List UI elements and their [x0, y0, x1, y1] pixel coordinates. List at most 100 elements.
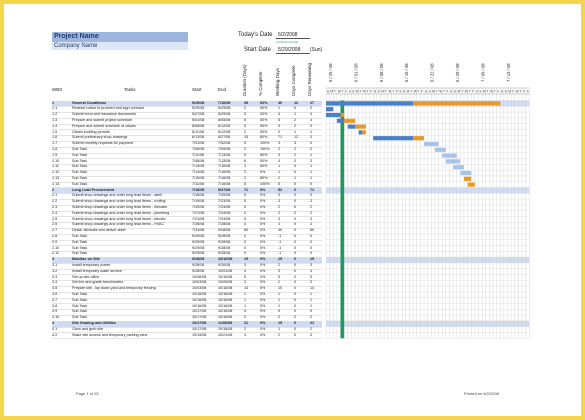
cell-wbs[interactable]: 3.5 — [52, 286, 58, 291]
cell-wbs[interactable]: 3.2 — [52, 268, 58, 273]
cell-end[interactable]: 6/05/08 — [218, 117, 231, 122]
cell-task[interactable]: Submit shop drawings and order long lead… — [72, 216, 166, 221]
task-row[interactable]: 2.7 Detail, fabricate and deliver steel 7/… — [52, 228, 322, 235]
cell-dc[interactable]: 0 — [294, 239, 297, 244]
cell-task[interactable]: Sub Task — [72, 233, 88, 238]
cell-wd[interactable]: -1 — [278, 245, 282, 250]
cell-dc[interactable]: 0 — [294, 181, 297, 186]
cell-start[interactable]: 7/15/08 — [192, 175, 205, 180]
cell-wd[interactable]: -1 — [278, 233, 282, 238]
cell-dur[interactable]: 3 — [244, 146, 247, 151]
cell-dr[interactable]: 2 — [310, 204, 313, 209]
cell-task[interactable]: Install temporary water service — [72, 268, 123, 273]
cell-dc[interactable]: 3 — [294, 158, 297, 163]
cell-dur[interactable]: 5 — [244, 204, 247, 209]
cell-dur[interactable]: 0 — [244, 309, 247, 314]
cell-wbs[interactable]: 3.6 — [52, 291, 58, 296]
cell-wbs[interactable]: 3.9 — [52, 309, 58, 314]
cell-task[interactable]: Sub Task — [72, 181, 88, 186]
cell-end[interactable]: 10/16/08 — [218, 286, 233, 291]
cell-wd[interactable]: 40 — [278, 228, 283, 233]
cell-end[interactable]: 5/29/08 — [218, 106, 231, 111]
cell-end[interactable]: 9/28/08 — [218, 239, 231, 244]
cell-wbs[interactable]: 2.4 — [52, 210, 58, 215]
cell-start[interactable]: 9/29/08 — [192, 239, 205, 244]
cell-wd[interactable]: 1 — [278, 326, 281, 331]
cell-wd[interactable]: 3 — [278, 268, 281, 273]
cell-dc[interactable]: 0 — [294, 309, 297, 314]
cell-dc[interactable]: 2 — [294, 152, 297, 157]
cell-start[interactable]: 9/28/08 — [192, 262, 205, 267]
task-row[interactable]: 1.11 Sub Task 7/14/08 7/16/08 3 60% 1 0 1 — [52, 164, 322, 171]
cell-task[interactable]: Stake site access and temporary parking … — [72, 332, 148, 337]
cell-wd[interactable]: 0 — [278, 309, 281, 314]
cell-dc[interactable]: 3 — [294, 141, 297, 146]
cell-wd[interactable]: 1 — [278, 164, 281, 169]
cell-start[interactable]: 6/08/08 — [192, 123, 205, 128]
task-group-row[interactable]: 1 General Conditions 5/29/08 7/16/08 35 60% 40… — [52, 100, 322, 108]
cell-dur[interactable]: 60 — [244, 228, 249, 233]
cell-dc[interactable]: 0 — [294, 193, 297, 198]
cell-pct[interactable]: 0% — [260, 262, 266, 267]
cell-start[interactable]: 6/11/08 — [192, 129, 205, 134]
cell-task[interactable]: Site Grading and Utilities — [72, 320, 116, 325]
cell-dur[interactable]: 1 — [244, 291, 247, 296]
cell-pct[interactable]: 0% — [260, 315, 266, 320]
cell-wbs[interactable]: 2.6 — [52, 222, 58, 227]
cell-task[interactable]: Sub Task — [72, 315, 88, 320]
cell-wd[interactable]: 5 — [278, 274, 281, 279]
cell-end[interactable]: 7/16/08 — [218, 170, 231, 175]
cell-pct[interactable]: 100% — [260, 181, 270, 186]
cell-dc[interactable]: 0 — [294, 210, 297, 215]
task-row[interactable]: 2.1 Submit shop drawings and order long l… — [52, 193, 322, 200]
cell-wd[interactable]: 1 — [278, 291, 281, 296]
cell-end[interactable]: 9/27/08 — [218, 187, 231, 192]
cell-dur[interactable]: 0 — [244, 233, 247, 238]
cell-pct[interactable]: 0% — [260, 170, 266, 175]
cell-dur[interactable]: 5 — [244, 274, 247, 279]
cell-task[interactable]: Prepare site - lay down yard and tempora… — [72, 286, 156, 291]
task-row[interactable]: 3.4 Set line and grade benchmarks 10/03/08… — [52, 280, 322, 287]
cell-wd[interactable]: 3 — [278, 123, 281, 128]
cell-dr[interactable]: 3 — [310, 222, 313, 227]
cell-wd[interactable]: 2 — [278, 280, 281, 285]
task-row[interactable]: 3.5 Prepare site - lay down yard and temp… — [52, 286, 322, 293]
cell-dc[interactable]: 0 — [294, 291, 297, 296]
cell-wbs[interactable]: 1.3 — [52, 117, 58, 122]
task-row[interactable]: 1.8 Sub Task 7/06/08 7/09/08 3 100% 2 2 0 — [52, 147, 322, 154]
cell-task[interactable]: Prepare and submit schedule of values — [72, 123, 136, 128]
cell-dc[interactable]: 0 — [294, 303, 297, 308]
cell-wd[interactable]: 2 — [278, 332, 281, 337]
cell-start[interactable]: 10/17/08 — [192, 315, 207, 320]
cell-task[interactable]: Sub Task — [72, 146, 88, 151]
cell-dur[interactable]: 5 — [244, 181, 247, 186]
cell-task[interactable]: Sub Task — [72, 297, 88, 302]
task-row[interactable]: 1.12 Sub Task 7/14/08 7/16/08 3 0% 1 0 1 — [52, 170, 322, 177]
cell-start[interactable]: 6/13/08 — [192, 135, 205, 140]
cell-pct[interactable]: 0% — [260, 233, 266, 238]
cell-dc[interactable]: 0 — [294, 187, 297, 192]
cell-dr[interactable]: 0 — [310, 239, 313, 244]
cell-dr[interactable]: 0 — [310, 315, 313, 320]
cell-wbs[interactable]: 4.2 — [52, 332, 58, 337]
cell-wbs[interactable]: 3.1 — [52, 262, 58, 267]
cell-end[interactable]: 9/30/08 — [218, 262, 231, 267]
cell-end[interactable]: 10/10/08 — [218, 274, 233, 279]
cell-dur[interactable]: 5 — [244, 141, 247, 146]
cell-wbs[interactable]: 3.8 — [52, 303, 58, 308]
cell-start[interactable]: 7/14/08 — [192, 170, 205, 175]
cell-dc[interactable]: 12 — [294, 100, 299, 105]
task-row[interactable]: 1.13 Sub Task 7/15/08 7/16/08 2 80% 2 1 1 — [52, 176, 322, 183]
task-row[interactable]: 2.2 Submit shop drawings and order long l… — [52, 199, 322, 206]
cell-wbs[interactable]: 3.3 — [52, 274, 58, 279]
cell-dr[interactable]: 1 — [310, 291, 313, 296]
task-row[interactable]: 3.6 Sub Task 10/16/08 10/16/08 1 0% 1 0 1 — [52, 292, 322, 299]
cell-dc[interactable]: 0 — [294, 245, 297, 250]
task-row[interactable]: 2.10 Sub Task 9/29/08 9/28/08 0 0% -1 0 0 — [52, 246, 322, 253]
cell-wd[interactable]: -1 — [278, 239, 282, 244]
cell-end[interactable]: 7/02/08 — [218, 141, 231, 146]
cell-end[interactable]: 9/28/08 — [218, 228, 231, 233]
cell-start[interactable]: 7/16/08 — [192, 187, 205, 192]
cell-start[interactable]: 10/03/08 — [192, 280, 207, 285]
cell-end[interactable]: 5/29/08 — [218, 112, 231, 117]
